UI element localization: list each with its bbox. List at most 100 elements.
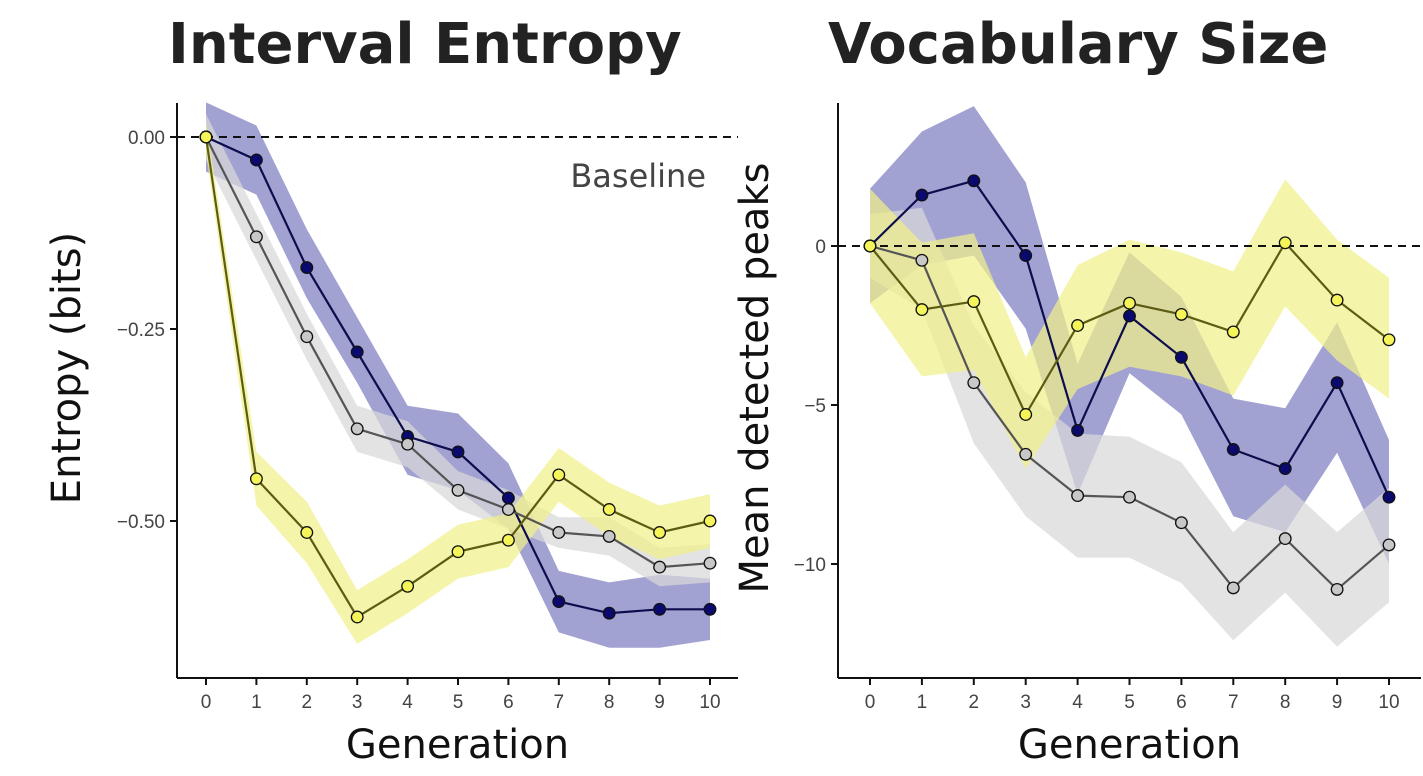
navy-point-gen-8 [1278,462,1292,476]
gray-point-gen-8 [1278,532,1292,546]
gray-point-gen-8 [602,529,616,543]
x-tick-label: 1 [251,692,262,713]
x-tick-label: 0 [865,692,876,713]
yellow-confidence-band [870,179,1389,469]
yellow-point-gen-7 [1226,325,1240,339]
y-tick-label: −0.25 [117,320,165,341]
navy-point-gen-2 [967,174,981,188]
navy-point-gen-4 [1071,423,1085,437]
gray-point-gen-10 [703,556,717,570]
y-tick-label: 0.00 [128,128,165,149]
x-tick-label: 3 [352,692,363,713]
yellow-point-gen-3 [350,610,364,624]
yellow-confidence-band [206,121,710,644]
yellow-point-gen-4 [401,579,415,593]
gray-point-gen-10 [1382,538,1396,552]
yellow-point-gen-4 [1071,319,1085,332]
gray-point-gen-2 [967,376,981,390]
x-tick-label: 7 [554,692,565,713]
navy-point-gen-5 [451,445,465,459]
x-tick-label: 5 [1124,692,1135,713]
navy-point-gen-5 [1123,309,1136,323]
y-axis-label: Mean detected peaks [732,163,778,594]
yellow-point-gen-0 [863,239,877,253]
x-tick-label: 2 [969,692,980,713]
navy-point-gen-10 [1382,490,1396,504]
x-tick-label: 1 [917,692,928,713]
gray-point-gen-6 [1174,516,1188,530]
gray-point-gen-6 [501,503,515,516]
navy-point-gen-9 [1330,376,1344,390]
navy-point-gen-1 [249,153,263,167]
yellow-point-gen-7 [552,468,566,482]
gray-point-gen-3 [1019,447,1033,461]
gray-point-gen-4 [1071,489,1085,503]
panel-vocabulary-size: 0 −5 −10 0 1 2 3 4 5 6 7 8 9 10 Generation Mean detecte… [732,103,1421,768]
gray-point-gen-5 [1123,490,1136,504]
gray-point-gen-7 [552,526,566,539]
navy-point-gen-7 [552,595,566,609]
yellow-point-gen-8 [602,503,616,516]
navy-point-gen-7 [1226,443,1240,456]
x-tick-label: 5 [453,692,464,713]
navy-point-gen-2 [300,261,314,275]
gray-confidence-band [870,207,1389,647]
x-tick-label: 10 [699,692,720,713]
gray-point-gen-1 [915,253,929,267]
yellow-point-gen-10 [703,514,717,528]
x-tick-label: 2 [302,692,313,713]
yellow-point-gen-8 [1278,236,1292,250]
y-tick-label: −10 [794,555,826,576]
chart-title-interval-entropy: Interval Entropy [168,12,682,77]
x-tick-label: 0 [201,692,212,713]
yellow-point-gen-3 [1019,408,1033,421]
x-tick-label: 6 [1176,692,1187,713]
x-tick-label: 3 [1020,692,1031,713]
navy-point-gen-8 [602,606,616,620]
y-axis-label: Entropy (bits) [44,232,90,504]
x-axis-label: Generation [346,722,569,768]
gray-point-gen-5 [451,483,465,497]
navy-point-gen-3 [350,345,364,359]
x-axis-label: Generation [1018,722,1241,768]
navy-point-gen-3 [1019,249,1033,262]
panel-interval-entropy: Baseline 0.00 −0.25 −0.50 0 1 2 3 4 5 6 7 8 9 10 Genera… [44,102,738,768]
gray-point-gen-2 [300,330,314,344]
yellow-point-gen-6 [501,533,515,547]
gray-point-gen-4 [401,437,415,451]
yellow-point-gen-9 [1330,293,1344,307]
baseline-label: Baseline [570,157,706,195]
x-tick-label: 4 [402,692,413,713]
x-tick-label: 8 [604,692,615,713]
navy-point-gen-6 [1174,350,1188,364]
x-tick-label: 10 [1378,692,1399,713]
yellow-point-gen-9 [653,526,667,539]
yellow-point-gen-1 [249,472,263,486]
yellow-point-gen-2 [300,526,314,539]
yellow-point-gen-0 [199,130,213,144]
y-tick-label: −5 [804,396,826,417]
x-tick-label: 6 [503,692,514,713]
navy-point-gen-9 [653,602,667,616]
gray-point-gen-7 [1226,581,1240,595]
x-tick-label: 8 [1280,692,1291,713]
x-tick-label: 4 [1072,692,1083,713]
x-tick-label: 9 [654,692,665,713]
yellow-point-gen-5 [1123,296,1136,310]
y-tick-label: −0.50 [117,512,165,533]
x-tick-label: 7 [1228,692,1239,713]
gray-point-gen-9 [1330,582,1344,596]
navy-point-gen-10 [703,602,717,616]
yellow-point-gen-1 [915,303,929,317]
yellow-point-gen-5 [451,545,465,559]
yellow-point-gen-6 [1174,307,1188,321]
yellow-point-gen-2 [967,295,981,309]
navy-point-gen-1 [915,188,929,202]
chart-title-vocabulary-size: Vocabulary Size [828,12,1329,77]
x-tick-label: 9 [1332,692,1343,713]
yellow-point-gen-10 [1382,333,1396,347]
gray-point-gen-9 [653,560,667,574]
gray-point-gen-1 [249,230,263,244]
navy-point-gen-6 [501,491,515,505]
